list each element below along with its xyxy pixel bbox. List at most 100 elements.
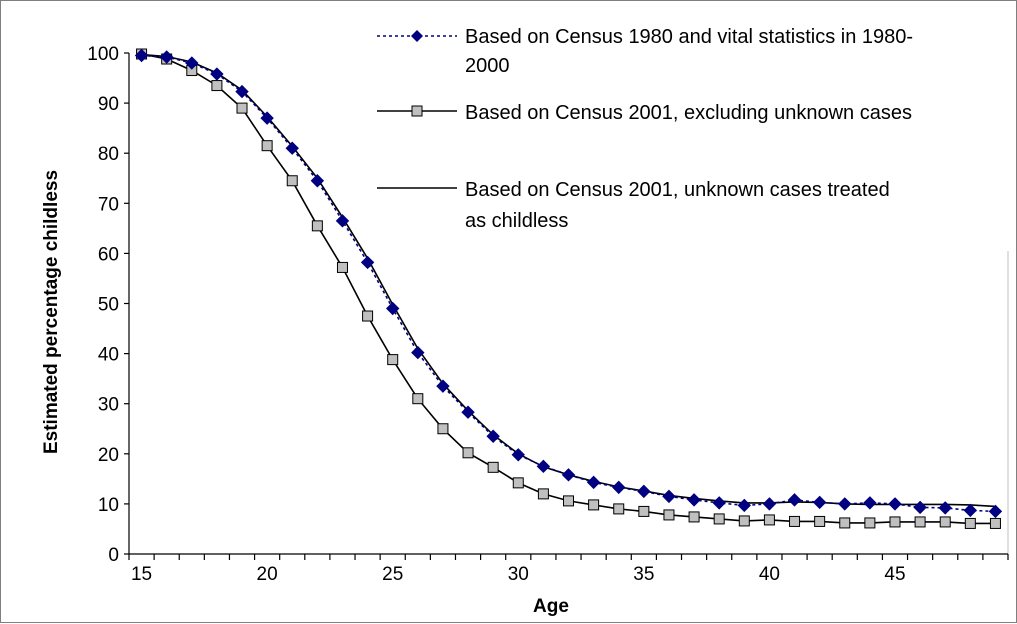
legend-label: Based on Census 2001, excluding unknown … [465,102,912,124]
data-point-square [563,495,574,507]
x-tick-label: 35 [633,564,654,585]
data-point-square [688,511,700,523]
y-tick-label: 80 [98,144,119,165]
data-point-square [989,517,1001,529]
legend-label: 2000 [465,55,510,77]
data-point-diamond [360,255,375,270]
data-point-diamond [812,495,827,510]
y-tick-label: 0 [108,545,119,566]
data-point-square [964,517,976,529]
x-tick-label: 15 [131,564,152,585]
data-point-diamond [511,448,525,462]
data-point-diamond [913,500,927,515]
legend-background [371,15,1011,239]
data-point-diamond [235,84,249,99]
data-point-square [487,461,499,473]
y-tick-label: 70 [98,194,119,215]
series-2 [136,48,1001,529]
data-point-diamond [310,174,325,188]
legend: Based on Census 1980 and vital statistic… [371,15,1011,239]
legend-marker-square [411,105,423,117]
data-point-square [537,488,549,500]
data-point-diamond [461,405,475,419]
x-tick-label: 40 [759,564,780,585]
x-axis-title: Age [533,596,569,617]
x-tick-label: 25 [382,564,403,585]
legend-entry-3: Based on Census 2001, unknown cases trea… [377,179,890,232]
data-point-diamond [586,475,601,490]
y-tick-label: 90 [98,94,119,115]
y-tick-label: 100 [87,44,119,65]
legend-label: Based on Census 2001, unknown cases trea… [465,179,890,201]
data-point-diamond [787,493,802,507]
data-point-diamond [988,504,1003,519]
x-tick-label: 20 [257,564,278,585]
data-point-square [939,516,951,528]
data-point-square [387,354,399,366]
data-point-square [311,220,323,232]
x-axis: 15 20 25 30 35 40 45 [128,553,1009,585]
data-point-square [211,80,223,92]
y-tick-label: 60 [98,244,119,265]
data-point-diamond [210,67,224,81]
legend-marker-diamond [411,30,423,42]
data-point-diamond [185,56,199,70]
data-point-square [236,102,248,114]
data-point-diamond [687,493,701,507]
series-layer [134,48,1003,529]
data-point-diamond [938,501,952,515]
data-point-square [261,140,273,152]
data-point-diamond [712,496,726,510]
y-tick-label: 50 [98,295,119,316]
data-point-square [437,423,449,435]
data-point-square [638,505,650,517]
data-point-square [738,515,750,527]
y-tick-label: 10 [98,495,119,516]
data-point-square [462,447,474,459]
legend-entry-2: Based on Census 2001, excluding unknown … [377,102,912,124]
y-tick-label: 40 [98,345,119,366]
data-point-square [613,503,625,515]
data-point-diamond [637,484,651,499]
data-point-square [512,477,524,489]
data-point-diamond [963,503,978,518]
data-point-diamond [561,468,576,482]
data-point-square [839,517,851,529]
data-point-diamond [662,489,676,504]
y-axis: 0 10 20 30 40 50 60 70 80 90 100 [87,44,130,566]
data-point-diamond [737,498,752,513]
x-tick-label: 45 [884,564,905,585]
data-point-square [814,515,826,527]
data-point-square [286,175,298,187]
data-point-square [362,310,374,322]
data-point-square [864,517,876,529]
y-tick-label: 20 [98,445,119,466]
legend-entry-1: Based on Census 1980 and vital statistic… [377,26,913,77]
data-point-diamond [134,48,149,63]
data-point-diamond [536,459,551,474]
data-point-square [914,516,926,528]
data-point-diamond [762,497,777,511]
y-axis-title: Estimated percentage childless [41,170,62,454]
series-1 [134,48,1003,519]
data-point-square [663,509,675,521]
y-tick-label: 30 [98,395,119,416]
data-point-diamond [335,214,350,228]
data-point-square [713,513,725,525]
legend-label: as childless [465,210,568,232]
data-point-square [763,514,775,526]
data-point-square [336,261,348,273]
x-tick-label: 30 [508,564,529,585]
data-point-square [412,393,424,405]
data-point-diamond [436,379,450,393]
data-point-diamond [260,111,274,125]
data-point-diamond [159,50,174,64]
data-point-square [889,516,901,528]
data-point-diamond [411,345,425,360]
data-point-diamond [612,480,626,495]
data-point-diamond [838,497,852,511]
data-point-diamond [486,429,500,443]
legend-label: Based on Census 1980 and vital statistic… [465,26,913,48]
